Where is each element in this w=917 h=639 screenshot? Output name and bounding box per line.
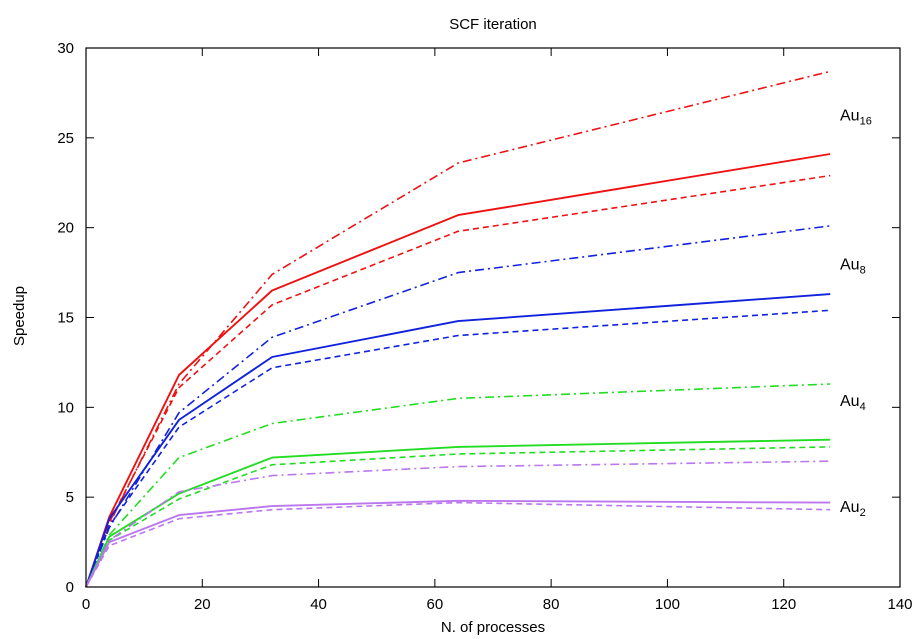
y-tick-label: 10 — [57, 399, 74, 416]
x-tick-label: 0 — [82, 596, 90, 613]
series-line-au2-dashed — [85, 501, 831, 588]
x-tick-label: 40 — [310, 596, 327, 613]
series-line-au16-dashed — [85, 174, 831, 588]
y-tick-label: 15 — [57, 310, 74, 327]
series-annotation-au8: Au8 — [840, 256, 866, 276]
y-tick-label: 25 — [57, 130, 74, 147]
y-tick-label: 30 — [57, 40, 74, 57]
chart-title: SCF iteration — [449, 16, 537, 33]
annotation-layer: Au16 Au8 Au4 Au2 — [840, 107, 872, 519]
series-annotation-au16: Au16 — [840, 107, 872, 127]
series-line-au16-dashdot — [85, 70, 831, 588]
plot-frame — [85, 47, 901, 588]
y-tick-label: 5 — [66, 489, 74, 506]
x-tick-label: 20 — [194, 596, 211, 613]
y-axis-label: Speedup — [11, 286, 28, 346]
x-tick-label: 60 — [427, 596, 444, 613]
series-line-au8-solid — [85, 293, 831, 588]
series-line-au2-dashdot — [85, 460, 831, 588]
series-layer — [85, 70, 831, 588]
y-tick-label: 0 — [66, 579, 74, 596]
x-tick-label: 140 — [887, 596, 912, 613]
y-tick-label: 20 — [57, 220, 74, 237]
series-line-au2-solid — [85, 499, 831, 588]
x-tick-label: 100 — [655, 596, 680, 613]
series-line-au8-dashdot — [85, 225, 831, 588]
x-axis-label: N. of processes — [441, 619, 545, 636]
x-tick-label: 80 — [543, 596, 560, 613]
series-line-au8-dashed — [85, 309, 831, 588]
x-tick-label: 120 — [771, 596, 796, 613]
series-annotation-au4: Au4 — [840, 393, 866, 413]
series-line-au4-dashdot — [85, 383, 831, 588]
series-annotation-au2: Au2 — [840, 499, 866, 519]
ticks-layer: 0 20 40 60 80 100 120 140 0 5 10 15 20 25 30 — [57, 40, 912, 613]
